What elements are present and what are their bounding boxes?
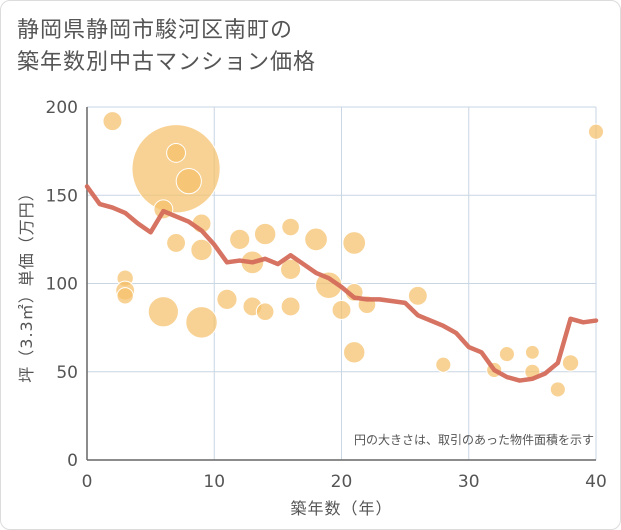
bubble-1: [131, 124, 221, 214]
y-tick-label-50: 50: [56, 363, 78, 383]
bubble-21: [280, 296, 301, 317]
bubble-12: [185, 306, 218, 339]
bubble-24: [331, 300, 352, 320]
x-tick-label-40: 40: [585, 472, 607, 492]
y-tick-label-0: 0: [67, 451, 78, 471]
chart-title-line-1: 静岡県静岡市駿河区南町の: [17, 18, 294, 43]
bubble-10: [116, 287, 134, 305]
bubble-6: [166, 232, 187, 253]
bubble-16: [253, 222, 277, 246]
y-tick-label-150: 150: [46, 186, 78, 206]
bubble-7: [190, 238, 213, 262]
x-tick-label-30: 30: [458, 472, 480, 492]
bubble-20: [280, 258, 302, 280]
bubble-29: [407, 285, 428, 306]
y-axis-label: 坪（3.3㎡）単価（万円）: [17, 184, 36, 382]
bubble-19: [281, 217, 300, 237]
bubble-30: [435, 356, 452, 373]
x-axis-label: 築年数（年）: [290, 499, 392, 518]
bubble-37: [587, 123, 605, 140]
tick-labels: 0 10 20 30 40 0 50 100 150 200: [46, 98, 607, 492]
bubble-33: [524, 344, 540, 360]
bubble-32: [498, 346, 515, 363]
bubble-14: [229, 228, 251, 250]
y-tick-label-200: 200: [46, 98, 78, 118]
bubble-series: [102, 111, 605, 398]
bubble-22: [304, 227, 328, 252]
bubble-35: [549, 381, 566, 398]
bubble-25: [342, 231, 367, 255]
trend-series: [84, 184, 599, 383]
x-tick-label-20: 20: [331, 472, 353, 492]
axes: [86, 107, 596, 461]
bubble-18: [255, 302, 275, 322]
x-tick-label-10: 10: [203, 472, 225, 492]
trend-line: [84, 184, 599, 383]
chart-title-line-2: 築年数別中古マンション価格: [17, 50, 317, 75]
bubble-0: [102, 111, 123, 132]
bubble-2: [166, 142, 187, 163]
x-tick-label-0: 0: [82, 472, 93, 492]
y-tick-label-100: 100: [46, 275, 78, 295]
bubble-13: [216, 288, 238, 310]
bubble-36: [561, 354, 580, 372]
bubble-3: [175, 168, 202, 195]
bubble-11: [147, 296, 179, 328]
bubble-27: [343, 341, 366, 364]
chart-title: 静岡県静岡市駿河区南町の 築年数別中古マンション価格: [17, 15, 316, 79]
size-annotation: 円の大きさは、取引のあった物件面積を示す: [354, 432, 594, 447]
